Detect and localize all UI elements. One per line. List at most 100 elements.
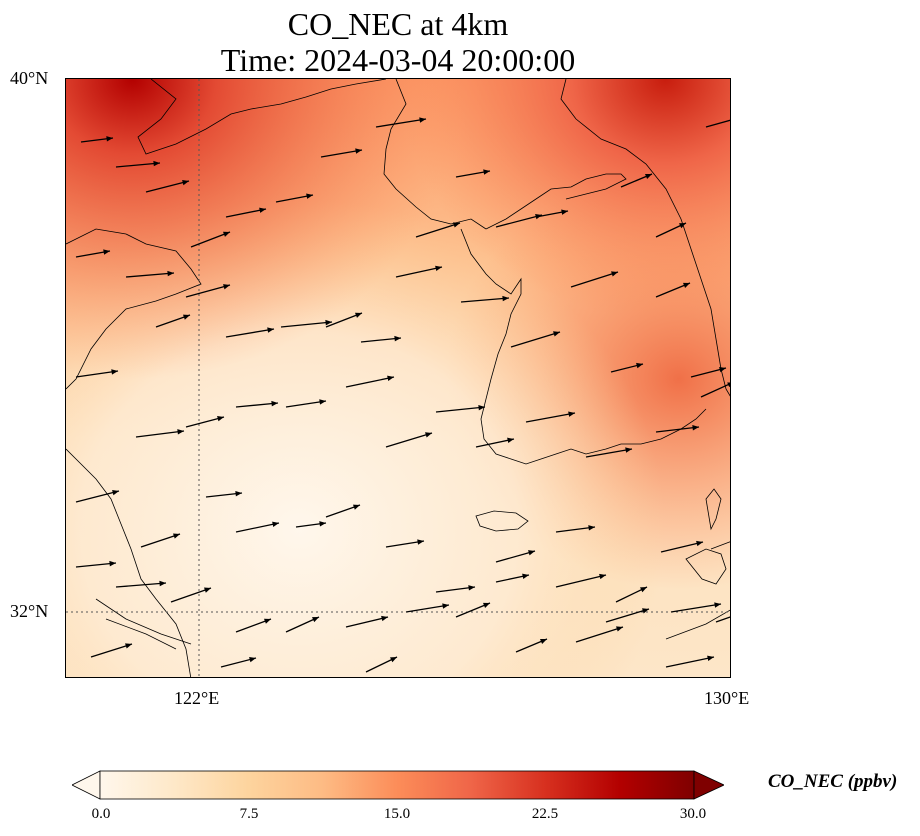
wind-vector-head [223,231,230,237]
wind-vector [225,208,267,218]
wind-vector-head [223,284,230,290]
wind-vector-head [483,169,490,175]
wind-vector-head [696,540,703,547]
wind-vector [415,222,461,238]
wind-vector [605,608,650,623]
colorbar-tick-22-5: 22.5 [531,806,559,822]
wind-vector-head [312,617,319,623]
wind-vector-head [625,447,632,453]
wind-vector-head [419,117,426,123]
wind-vector [190,231,231,248]
wind-vector-head [319,521,326,527]
wind-vector [405,604,450,613]
wind-vector-head [267,327,274,333]
wind-vector-head [642,608,649,614]
wind-vector-head [306,193,313,199]
wind-vector-head [264,618,271,624]
wind-vector [115,162,161,168]
wind-vector-head [235,491,242,497]
wind-vector-head [425,432,432,438]
wind-vector-head [561,209,568,215]
wind-vector [75,370,119,378]
wind-vector-head [483,602,490,608]
wind-vector-head [355,148,362,154]
wind-vector [435,406,486,413]
colorbar-label: CO_NEC (ppbv) [768,771,898,792]
lat-label-40n: 40°N [10,68,49,88]
wind-vector [140,533,181,548]
wind-vector [525,412,576,423]
colorbar-min-extend [72,770,101,800]
wind-vector [285,400,327,408]
wind-vector-head [417,539,424,545]
wind-vector-head [173,533,180,539]
wind-vector [135,430,185,438]
wind-vector-head [727,382,730,388]
wind-vector [90,643,133,658]
wind-vector-head [540,638,547,645]
wind-vector [360,337,402,343]
colorbar-tick-30: 30.0 [679,806,707,822]
wind-vector [280,321,333,328]
wind-vector-head [394,335,401,342]
wind-vector-head [679,223,686,229]
wind-vector-head [167,270,174,277]
wind-vector-head [453,222,460,228]
wind-vector-head [645,173,652,180]
wind-vector-head [183,314,190,320]
wind-vector-head [707,655,714,661]
wind-vector-head [259,207,266,213]
wind-vector [435,586,476,593]
wind-vector [235,522,280,533]
wind-vector-head [435,265,442,272]
wind-vector [115,582,167,588]
wind-vector [145,180,190,193]
wind-vector-head [177,429,184,435]
wind-vector [555,574,607,588]
colorbar-tick-0: 0.0 [91,806,111,822]
wind-vector [705,119,730,128]
wind-vector [575,626,624,643]
wind-vector [655,426,700,433]
concentration-map [66,79,730,677]
wind-vector-head [271,400,278,407]
wind-vector-head [355,312,362,318]
wind-vector [555,526,596,533]
wind-vector [125,272,175,278]
wind-vector-head [319,399,326,405]
wind-vector-head [640,587,647,593]
colorbar-tick-15: 15.0 [383,806,411,822]
wind-vector [510,331,561,348]
wind-vector-head [611,271,618,277]
wind-vector-head [528,550,535,556]
lon-label-130e: 130°E [704,688,750,708]
wind-vectors [75,117,730,673]
wind-vector-head [272,521,279,527]
wind-vector-head [719,366,726,373]
wind-vector-head [507,437,514,443]
wind-vector-head [381,615,388,622]
wind-vector [345,376,395,388]
wind-vector-head [522,573,529,580]
wind-vector [670,603,722,613]
wind-vector [665,656,715,668]
wind-vector-head [502,295,509,302]
wind-vector-head [468,585,475,591]
wind-vector-head [588,525,595,531]
wind-vector-head [599,573,606,580]
map-time-title: Time: 2024-03-04 20:00:00 [220,42,576,78]
wind-vector [170,587,212,603]
wind-vector [225,328,275,338]
wind-vector [460,297,510,303]
wind-vector-head [325,319,332,326]
map-panel [65,78,731,678]
wind-vector-head [683,282,690,288]
wind-vector [185,416,225,428]
wind-vector-head [568,411,575,417]
wind-vector-head [125,643,132,649]
wind-vector-head [112,489,119,496]
wind-vector-head [636,362,643,369]
wind-vector-head [109,560,116,567]
wind-vector-head [616,626,623,632]
colorbar-max-extend [693,770,724,800]
